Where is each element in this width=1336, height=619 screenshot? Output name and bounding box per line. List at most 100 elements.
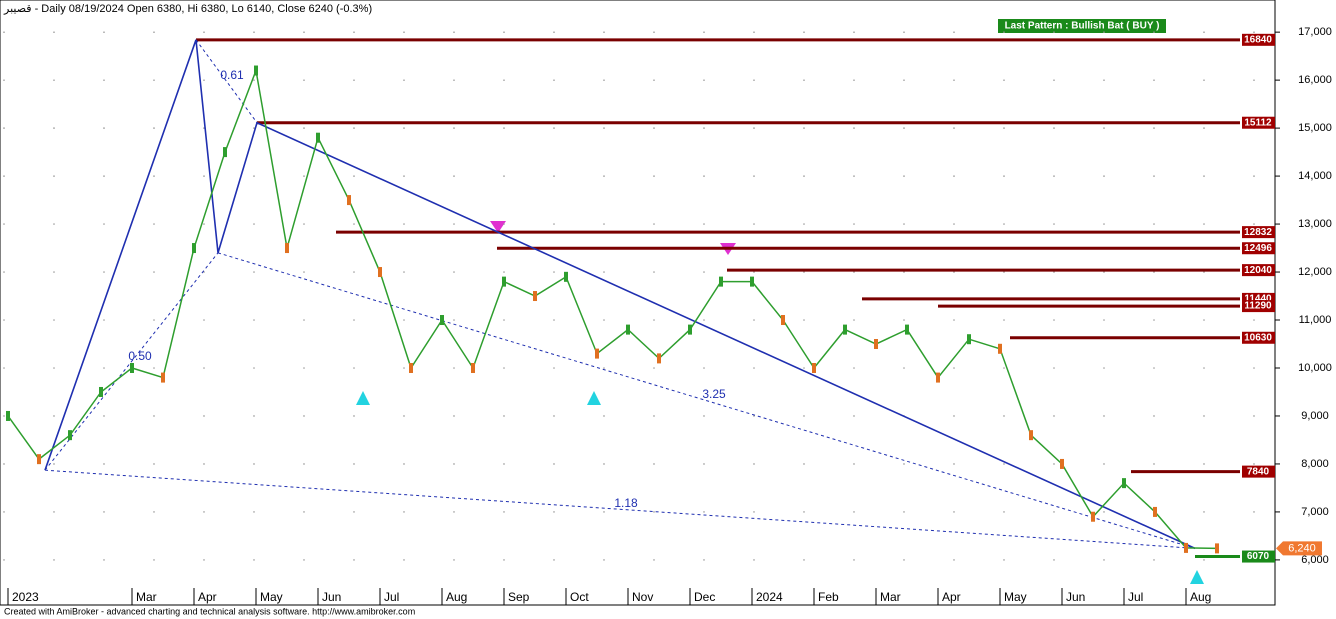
grid-dot <box>303 319 305 321</box>
grid-dot <box>603 79 605 81</box>
grid-dot <box>1103 31 1105 33</box>
grid-dot <box>1103 463 1105 465</box>
grid-dot <box>603 415 605 417</box>
grid-dot <box>53 175 55 177</box>
grid-dot <box>1203 367 1205 369</box>
grid-dot <box>1053 415 1055 417</box>
price-line <box>7 67 1218 550</box>
grid-dot <box>953 127 955 129</box>
grid-dot <box>703 31 705 33</box>
grid-dot <box>903 127 905 129</box>
grid-dot <box>703 463 705 465</box>
grid-dot <box>803 559 805 561</box>
grid-dot <box>1103 367 1105 369</box>
price-bar <box>1060 458 1064 469</box>
grid-dot <box>1053 31 1055 33</box>
price-bar <box>192 243 196 254</box>
grid-dot <box>853 511 855 513</box>
grid-dot <box>703 511 705 513</box>
level-badge <box>1242 465 1275 478</box>
x-tick-label: Apr <box>942 590 961 604</box>
grid-dot <box>753 79 755 81</box>
grid-dot <box>603 31 605 33</box>
grid-dot <box>953 79 955 81</box>
grid-dot <box>153 463 155 465</box>
grid-dot <box>1153 79 1155 81</box>
grid-dot <box>753 463 755 465</box>
grid-dot <box>1203 223 1205 225</box>
grid-dot <box>403 559 405 561</box>
grid-dot <box>803 271 805 273</box>
grid-dot <box>3 127 5 129</box>
price-bar <box>874 339 878 350</box>
buy-arrow <box>587 391 601 405</box>
grid-dot <box>1203 511 1205 513</box>
price-bar <box>1215 543 1219 554</box>
grid-dot <box>653 175 655 177</box>
grid-dot <box>53 463 55 465</box>
grid-dot <box>853 415 855 417</box>
last-price-badge <box>1276 541 1322 556</box>
grid-dot <box>853 559 855 561</box>
grid-dot <box>1203 31 1205 33</box>
grid-dot <box>403 511 405 513</box>
grid-dot <box>3 511 5 513</box>
grid-dot <box>103 415 105 417</box>
grid-dot <box>453 415 455 417</box>
grid-dot <box>53 415 55 417</box>
price-bar <box>254 65 258 76</box>
y-tick-label: 16,000 <box>1298 74 1332 86</box>
grid-dot <box>653 223 655 225</box>
grid-dot <box>753 31 755 33</box>
grid-dot <box>203 415 205 417</box>
grid-dot <box>353 31 355 33</box>
price-bar <box>68 430 72 441</box>
grid-dot <box>303 415 305 417</box>
level-label: 12832 <box>1244 227 1272 238</box>
pattern-ratio-line <box>44 252 219 471</box>
grid-dot <box>503 415 505 417</box>
x-tick-label: Jun <box>322 590 341 604</box>
price-bar <box>595 348 599 359</box>
grid-dot <box>653 415 655 417</box>
price-bar <box>409 362 413 373</box>
grid-dot <box>303 127 305 129</box>
grid-dot <box>753 559 755 561</box>
grid-dot <box>1003 463 1005 465</box>
grid-dot <box>403 31 405 33</box>
grid-dot <box>353 319 355 321</box>
grid-dot <box>353 415 355 417</box>
grid-dot <box>403 415 405 417</box>
grid-dot <box>1053 79 1055 81</box>
grid-dot <box>503 127 505 129</box>
grid-dot <box>953 463 955 465</box>
grid-dot <box>853 319 855 321</box>
grid-dot <box>453 79 455 81</box>
grid-dot <box>1103 271 1105 273</box>
grid-dot <box>903 511 905 513</box>
buy-arrow <box>1190 570 1204 584</box>
grid-dot <box>553 175 555 177</box>
grid-dot <box>253 319 255 321</box>
grid-dot <box>453 175 455 177</box>
price-bar <box>1029 430 1033 441</box>
grid-dot <box>603 127 605 129</box>
grid-dot <box>1003 511 1005 513</box>
grid-dot <box>1253 79 1255 81</box>
grid-dot <box>153 511 155 513</box>
level-label: 15112 <box>1244 117 1272 128</box>
grid-dot <box>253 175 255 177</box>
grid-dot <box>253 463 255 465</box>
grid-dot <box>1153 31 1155 33</box>
grid-dot <box>253 415 255 417</box>
grid-dot <box>303 367 305 369</box>
grid-dot <box>953 367 955 369</box>
grid-dot <box>853 79 855 81</box>
grid-dot <box>253 31 255 33</box>
pattern-ratio-line <box>44 469 1196 549</box>
pattern-badge <box>998 19 1166 33</box>
grid-dot <box>53 127 55 129</box>
grid-dot <box>253 511 255 513</box>
pattern-ratio-line <box>217 252 1196 549</box>
grid-dot <box>3 175 5 177</box>
